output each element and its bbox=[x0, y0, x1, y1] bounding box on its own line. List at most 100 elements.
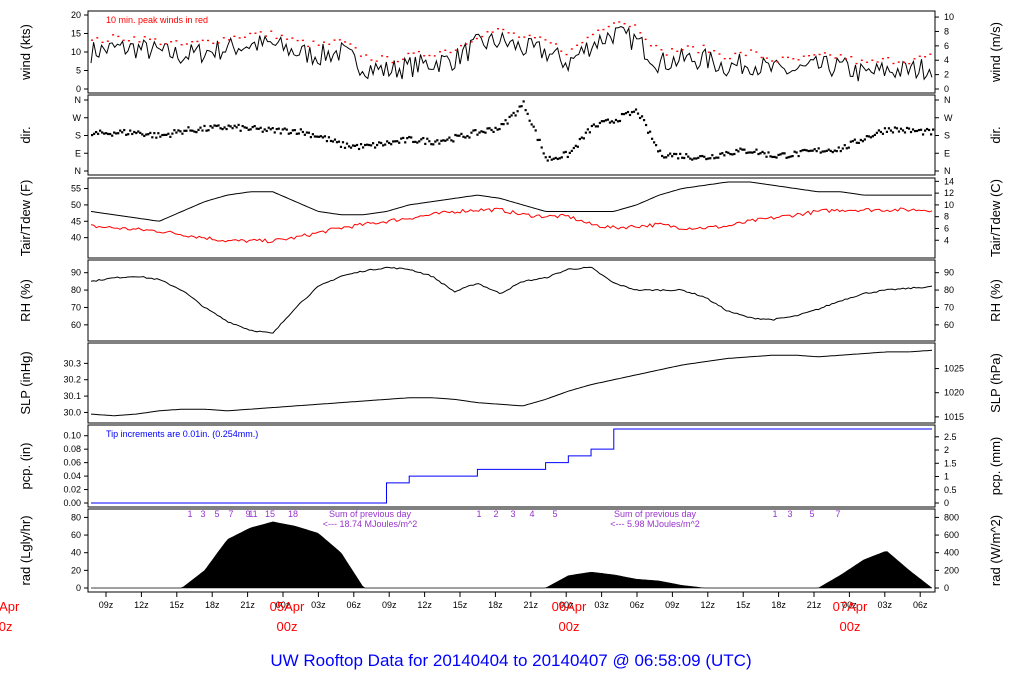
dir-point bbox=[444, 139, 447, 142]
dir-point bbox=[123, 128, 126, 132]
annotation-pcp: Tip increments are 0.01in. (0.254mm.) bbox=[106, 429, 258, 439]
wind-peak-mark bbox=[897, 61, 900, 63]
dir-point bbox=[516, 110, 519, 113]
dir-point bbox=[727, 151, 730, 154]
dir-point bbox=[319, 135, 323, 138]
ylabel-left-rh: RH (%) bbox=[18, 279, 33, 322]
dir-point bbox=[299, 128, 302, 131]
wind-peak-mark bbox=[312, 40, 315, 42]
dir-point bbox=[899, 127, 903, 130]
panel-frame-rh bbox=[87, 259, 936, 342]
wind-peak-mark bbox=[871, 59, 874, 61]
dir-point bbox=[161, 133, 164, 137]
dir-point bbox=[454, 133, 457, 137]
dir-point bbox=[845, 147, 848, 150]
dir-point bbox=[313, 135, 316, 138]
dir-point bbox=[719, 152, 722, 155]
wind-peak-mark bbox=[143, 36, 146, 38]
wind-peak-mark bbox=[549, 42, 552, 44]
dir-point bbox=[795, 151, 798, 154]
dir-point bbox=[167, 132, 170, 135]
rad-hour-marker: 5 bbox=[552, 509, 557, 519]
xtick-label: 00z bbox=[559, 600, 574, 610]
dir-point bbox=[737, 150, 740, 153]
dir-point bbox=[622, 113, 626, 116]
dir-point bbox=[456, 134, 459, 137]
wind-peak-mark bbox=[903, 61, 905, 64]
dir-point bbox=[823, 150, 826, 153]
dir-point bbox=[855, 141, 858, 144]
wind-peak-mark bbox=[855, 62, 858, 65]
wind-peak-mark bbox=[512, 32, 515, 34]
wind-peak-mark bbox=[201, 39, 204, 42]
wind-peak-mark bbox=[323, 41, 325, 43]
dir-point bbox=[367, 143, 371, 147]
dir-point bbox=[466, 134, 469, 138]
ylabel-right-rad: rad (W/m^2) bbox=[988, 515, 1003, 586]
wind-peak-mark bbox=[692, 46, 695, 48]
dir-point bbox=[849, 140, 852, 143]
rad-hour-marker: 7 bbox=[835, 509, 840, 519]
rad-hour-marker: 5 bbox=[214, 509, 219, 519]
dir-point bbox=[638, 116, 642, 120]
dir-point bbox=[119, 129, 122, 132]
dir-point bbox=[115, 132, 118, 135]
dir-point bbox=[482, 130, 485, 134]
dir-point bbox=[341, 141, 345, 144]
dir-point bbox=[771, 155, 774, 159]
dir-point bbox=[225, 127, 228, 131]
wind-peak-mark bbox=[349, 43, 352, 45]
ytick-label-right-rad: 200 bbox=[944, 565, 959, 575]
dir-point bbox=[163, 133, 166, 137]
ytick-label-left-slp: 30.0 bbox=[63, 407, 81, 417]
dir-point bbox=[753, 150, 756, 154]
wind-peak-mark bbox=[570, 48, 573, 50]
day-label-hour: 00z bbox=[840, 619, 861, 634]
panel-frame-wind bbox=[87, 10, 936, 94]
dir-point bbox=[203, 124, 206, 128]
ytick-label-left-rh: 60 bbox=[71, 320, 81, 330]
dir-point bbox=[677, 157, 680, 160]
dir-point bbox=[717, 156, 720, 159]
dir-point bbox=[542, 152, 545, 155]
rad-hour-marker: 1 bbox=[187, 509, 192, 519]
dir-point bbox=[648, 130, 652, 133]
dir-point bbox=[550, 158, 553, 161]
wind-peak-mark bbox=[818, 53, 821, 56]
ytick-label-left-rh: 80 bbox=[71, 285, 81, 295]
rad-hour-marker: 4 bbox=[529, 509, 534, 519]
dir-point bbox=[179, 130, 182, 133]
dir-point bbox=[733, 152, 736, 156]
ytick-label-right-pcp: 1 bbox=[944, 472, 949, 482]
dir-point bbox=[693, 157, 696, 160]
dir-point bbox=[809, 149, 812, 152]
dir-point bbox=[610, 120, 614, 123]
dir-point bbox=[650, 137, 654, 140]
dir-point bbox=[494, 126, 497, 129]
ylabel-right-pcp: pcp. (mm) bbox=[988, 437, 1003, 496]
dir-point bbox=[723, 154, 726, 157]
dir-point bbox=[568, 151, 571, 155]
dir-point bbox=[211, 126, 214, 129]
dir-point bbox=[777, 153, 780, 157]
wind-peak-mark bbox=[106, 40, 109, 42]
wind-peak-mark bbox=[328, 43, 331, 45]
dir-point bbox=[705, 157, 708, 161]
dir-point bbox=[811, 149, 814, 152]
wind-peak-mark bbox=[122, 39, 125, 42]
ytick-label-right-rh: 70 bbox=[944, 302, 954, 312]
wind-peak-mark bbox=[560, 50, 563, 52]
wind-peak-mark bbox=[449, 51, 452, 54]
wind-peak-mark bbox=[718, 53, 721, 55]
wind-peak-mark bbox=[407, 52, 410, 55]
dir-point bbox=[153, 132, 156, 135]
xtick-label: 09z bbox=[99, 600, 114, 610]
dir-point bbox=[871, 135, 874, 138]
ytick-label-right-pcp: 2.5 bbox=[944, 432, 957, 442]
dir-point bbox=[881, 132, 885, 135]
dir-point bbox=[285, 128, 288, 131]
dir-point bbox=[528, 119, 531, 122]
dir-point bbox=[181, 132, 184, 135]
dir-point bbox=[309, 136, 312, 139]
